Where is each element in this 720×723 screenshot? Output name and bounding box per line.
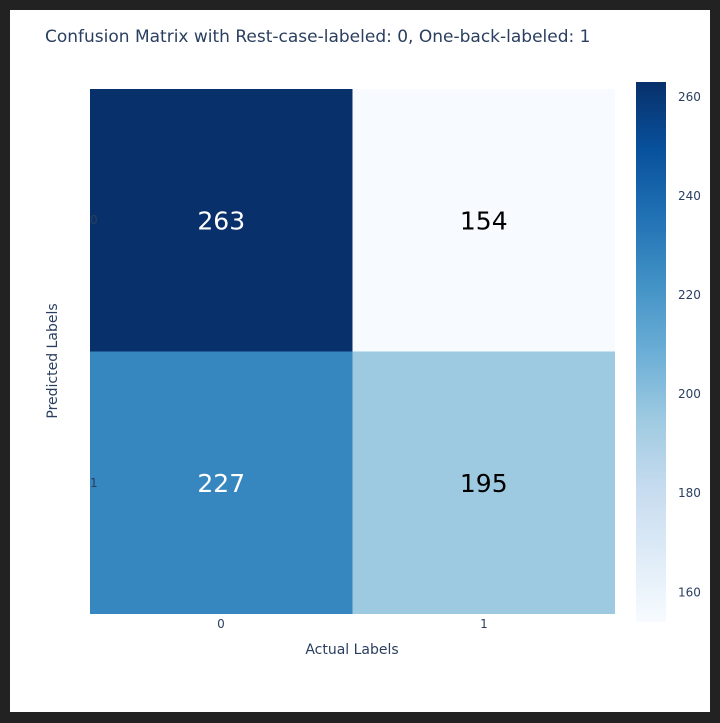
heatmap-cell-value-r1-c1: 195	[460, 469, 508, 498]
colorbar-tick-label-0: 160	[678, 585, 701, 599]
colorbar-tick-label-5: 260	[678, 90, 701, 104]
heatmap-cell-labels: 263 154 227 195	[197, 206, 507, 498]
heatmap-cell-r0-c0	[90, 89, 353, 352]
colorbar-ticks: 160 180 200 220 240 260	[666, 90, 701, 599]
x-axis-title: Actual Labels	[305, 642, 398, 658]
x-tick-label-0: 0	[217, 617, 225, 631]
y-tick-label-0: 0	[90, 213, 98, 227]
colorbar-tick-label-2: 200	[678, 387, 701, 401]
y-axis-title: Predicted Labels	[45, 303, 61, 418]
heatmap-cell-r0-c1	[352, 89, 615, 352]
heatmap-cell-r1-c1	[352, 351, 615, 614]
chart-title: Confusion Matrix with Rest-case-labeled:…	[45, 27, 590, 47]
colorbar-tick-label-3: 220	[678, 288, 701, 302]
colorbar-tick-label-4: 240	[678, 189, 701, 203]
chart-frame: Confusion Matrix with Rest-case-labeled:…	[10, 10, 710, 712]
heatmap-cell-value-r0-c1: 154	[460, 206, 508, 235]
heatmap-cell-value-r0-c0: 263	[197, 206, 245, 235]
heatmap-cell-value-r1-c0: 227	[197, 469, 245, 498]
heatmap-cells	[90, 89, 615, 614]
colorbar	[636, 82, 666, 622]
heatmap-cell-r1-c0	[90, 351, 353, 614]
y-tick-label-1: 1	[90, 476, 98, 490]
colorbar-tick-label-1: 180	[678, 486, 701, 500]
x-tick-label-1: 1	[480, 617, 488, 631]
confusion-matrix-chart: Confusion Matrix with Rest-case-labeled:…	[45, 27, 701, 658]
